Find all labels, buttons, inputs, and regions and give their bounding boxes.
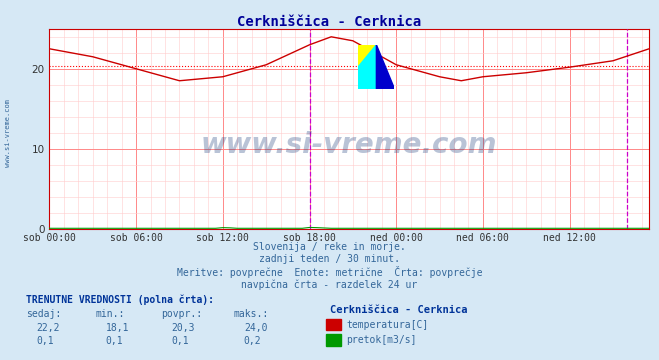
Text: 24,0: 24,0 xyxy=(244,323,268,333)
Text: min.:: min.: xyxy=(96,309,125,319)
Polygon shape xyxy=(358,45,376,89)
Text: maks.:: maks.: xyxy=(234,309,269,319)
Text: 0,1: 0,1 xyxy=(171,336,189,346)
Text: TRENUTNE VREDNOSTI (polna črta):: TRENUTNE VREDNOSTI (polna črta): xyxy=(26,294,214,305)
Text: navpična črta - razdelek 24 ur: navpična črta - razdelek 24 ur xyxy=(241,279,418,290)
Text: temperatura[C]: temperatura[C] xyxy=(346,320,428,330)
Text: sedaj:: sedaj: xyxy=(26,309,61,319)
Text: zadnji teden / 30 minut.: zadnji teden / 30 minut. xyxy=(259,254,400,264)
Text: 18,1: 18,1 xyxy=(105,323,129,333)
Text: 0,1: 0,1 xyxy=(105,336,123,346)
Text: www.si-vreme.com: www.si-vreme.com xyxy=(201,131,498,159)
Text: www.si-vreme.com: www.si-vreme.com xyxy=(5,99,11,167)
Text: Slovenija / reke in morje.: Slovenija / reke in morje. xyxy=(253,242,406,252)
Polygon shape xyxy=(358,45,376,67)
Text: Meritve: povprečne  Enote: metrične  Črta: povprečje: Meritve: povprečne Enote: metrične Črta:… xyxy=(177,266,482,278)
Text: povpr.:: povpr.: xyxy=(161,309,202,319)
Text: 20,3: 20,3 xyxy=(171,323,195,333)
Text: 0,2: 0,2 xyxy=(244,336,262,346)
Text: 0,1: 0,1 xyxy=(36,336,54,346)
Text: pretok[m3/s]: pretok[m3/s] xyxy=(346,335,416,345)
Text: Cerkniščica - Cerknica: Cerkniščica - Cerknica xyxy=(330,305,467,315)
Text: 22,2: 22,2 xyxy=(36,323,60,333)
Text: Cerkniščica - Cerknica: Cerkniščica - Cerknica xyxy=(237,15,422,30)
Polygon shape xyxy=(376,45,395,89)
